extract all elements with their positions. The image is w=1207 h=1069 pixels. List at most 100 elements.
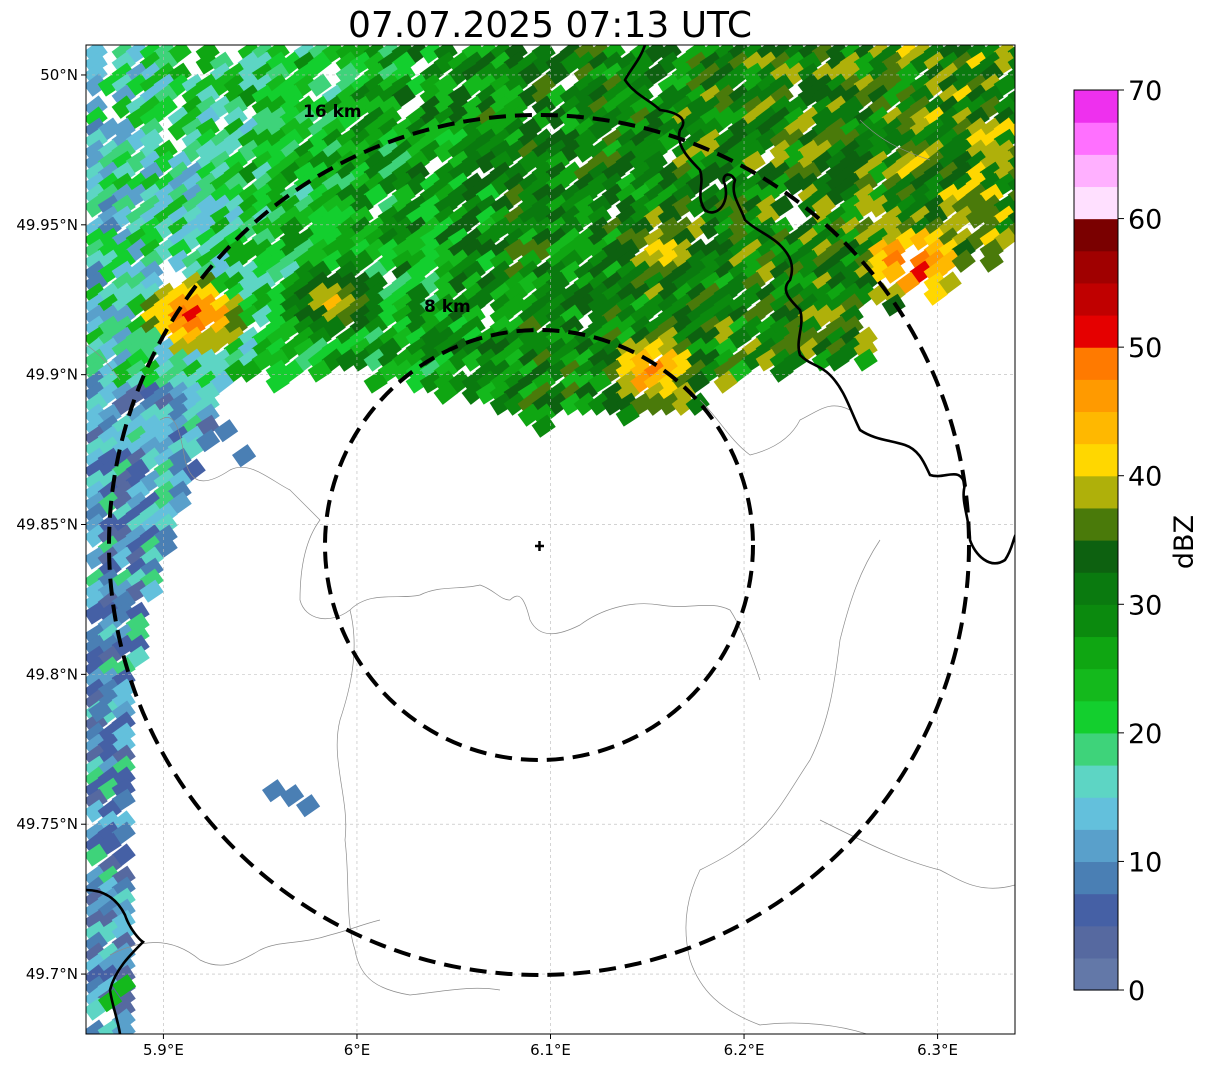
echo-cell <box>811 84 836 108</box>
echo-cell <box>433 249 458 273</box>
echo-cell <box>307 73 332 97</box>
echo-cell <box>335 348 360 372</box>
range-ring-label-8km: 8 km <box>424 297 471 317</box>
echo-cell <box>391 227 416 251</box>
echo-cell <box>447 161 472 185</box>
colorbar-band <box>1074 765 1118 798</box>
echo-cell <box>531 194 556 218</box>
echo-cell <box>405 238 430 262</box>
echo-cell <box>685 128 710 152</box>
echo-cell <box>181 293 206 317</box>
echo-cell <box>979 183 1004 207</box>
echo-cell <box>167 106 192 130</box>
echo-cell <box>489 117 514 141</box>
echo-cell <box>223 260 248 284</box>
echo-cell <box>741 95 766 119</box>
echo-cell <box>951 172 976 196</box>
colorbar-ticks: 0 10 20 30 40 50 60 70 <box>1118 76 1162 1007</box>
echo-cell <box>97 293 122 317</box>
lat-tick-label: 50°N <box>40 66 78 84</box>
echo-cell <box>755 84 780 108</box>
echo-cell <box>867 62 892 86</box>
echo-cell <box>853 194 878 218</box>
echo-cell <box>811 293 836 317</box>
echo-cell <box>671 260 696 284</box>
echo-cell <box>86 293 108 317</box>
echo-cell <box>251 51 276 75</box>
echo-cell <box>195 51 220 75</box>
echo-cell <box>125 524 150 548</box>
echo-cell <box>643 194 668 218</box>
echo-cell <box>321 304 346 328</box>
lat-tick-label: 49.7°N <box>26 965 78 983</box>
echo-cell <box>741 348 766 372</box>
echo-cell <box>867 45 892 64</box>
echo-cell <box>237 293 262 317</box>
echo-cell <box>531 45 556 64</box>
echo-cell <box>321 293 346 317</box>
echo-cell <box>363 161 388 185</box>
echo-cell <box>671 348 696 372</box>
echo-cell <box>139 106 164 130</box>
echo-cell <box>811 117 836 141</box>
echo-cell <box>111 876 136 900</box>
echo-cell <box>251 73 276 97</box>
echo-cell <box>531 216 556 240</box>
echo-cell <box>489 205 514 229</box>
echo-cell <box>965 150 990 174</box>
echo-cell <box>713 161 738 185</box>
echo-cell <box>265 304 290 328</box>
echo-cell <box>237 337 262 361</box>
colorbar-band <box>1074 604 1118 638</box>
echo-cell <box>909 73 934 97</box>
echo-cell <box>86 238 108 262</box>
echo-cell <box>88 699 113 723</box>
echo-cell <box>531 414 556 438</box>
echo-cell <box>489 293 514 317</box>
echo-cell <box>377 238 402 262</box>
echo-cell <box>699 95 724 119</box>
echo-cell <box>727 117 752 141</box>
echo-cell <box>461 271 486 295</box>
echo-cell <box>489 348 514 372</box>
echo-cell <box>307 271 332 295</box>
colorbar-band <box>1074 282 1118 316</box>
colorbar-tick-label: 30 <box>1128 590 1162 621</box>
echo-cell <box>321 183 346 207</box>
echo-cell <box>643 392 668 416</box>
echo-cell <box>419 337 444 361</box>
echo-cell <box>419 238 444 262</box>
echo-cell <box>489 161 514 185</box>
echo-cell <box>86 546 108 570</box>
echo-cell <box>377 150 402 174</box>
echo-cell <box>433 51 458 75</box>
echo-cell <box>769 337 794 361</box>
colorbar-bands <box>1074 90 1118 991</box>
echo-cell <box>223 194 248 218</box>
echo-cell <box>699 216 724 240</box>
echo-cell <box>363 139 388 163</box>
echo-cell <box>251 216 276 240</box>
echo-cell <box>279 84 304 108</box>
echo-cell <box>881 150 906 174</box>
echo-cell <box>111 623 136 647</box>
echo-cell <box>881 183 906 207</box>
echo-cell <box>153 194 178 218</box>
echo-cell <box>1007 183 1015 207</box>
echo-cell <box>125 414 150 438</box>
echo-cell <box>98 989 123 1013</box>
echo-cell <box>671 84 696 108</box>
echo-cell <box>657 205 682 229</box>
echo-cell <box>685 117 710 141</box>
echo-cell <box>86 590 108 614</box>
echo-cell <box>909 128 934 152</box>
echo-cell <box>601 293 626 317</box>
echo-cell <box>251 150 276 174</box>
echo-cell <box>349 337 374 361</box>
echo-cell <box>951 150 976 174</box>
echo-cell <box>671 51 696 75</box>
echo-cell <box>979 205 1004 229</box>
echo-cell <box>909 139 934 163</box>
echo-cell <box>195 45 220 64</box>
echo-cell <box>937 161 962 185</box>
